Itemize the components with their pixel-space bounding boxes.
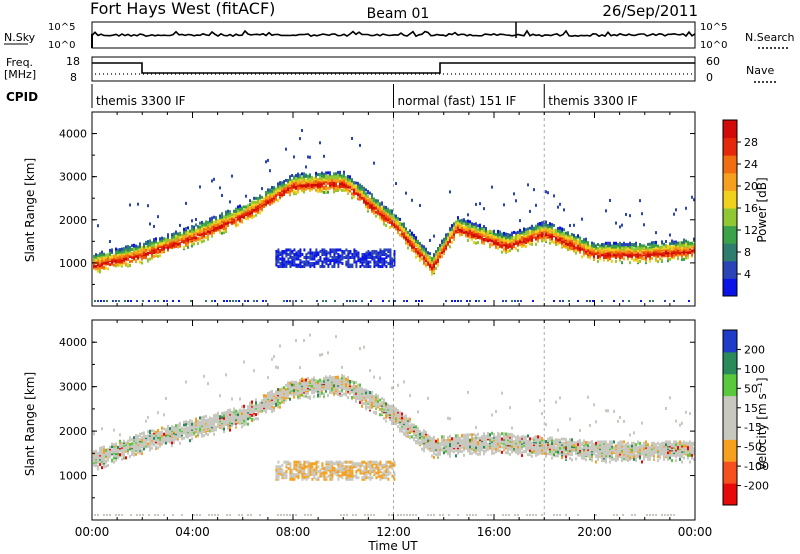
freq-tick-bottom: 8 [70,71,77,84]
nsky-tick-top: 10^5 [48,22,75,33]
colorbar-tick-label: 28 [744,136,758,149]
velocity-ylabel: Slant Range [km] [23,372,37,476]
colorbar-tick-label: 4 [744,268,751,281]
colorbar-tick-label: 8 [744,246,751,259]
colorbar-tick-label: -15 [744,421,762,434]
colorbar-tick-label: 20 [744,180,758,193]
freq-tick-top: 18 [66,55,80,68]
y-tick-label: 3000 [59,381,87,394]
x-tick-label: 08:00 [276,525,311,539]
x-tick-label: 20:00 [577,525,612,539]
cpid-segment: themis 3300 IF [96,94,186,108]
colorbar-swatch [723,373,737,397]
nsearch-tick-top: 10^5 [700,22,727,33]
colorbar-tick-label: 15 [744,402,758,415]
power-colorbar: 4 8 12 16 20 24 28 [722,119,758,297]
cpid-row: CPID themis 3300 IF normal (fast) 151 IF t… [6,84,638,108]
cpid-label: CPID [6,90,38,104]
x-tick-label: 00:00 [678,525,713,539]
y-tick-label: 1000 [59,257,87,270]
colorbar-swatch [723,172,737,191]
noise-trace [91,29,696,38]
nsky-tick-bottom: 10^0 [48,40,75,51]
colorbar-tick-label: -200 [744,480,769,493]
colorbar-swatch [723,225,737,244]
colorbar-swatch [723,155,737,174]
velocity-colorbar: -200 -100 -50 -15 15 50 100 200 [722,329,769,506]
nsearch-label: N.Search [745,31,795,44]
y-tick-label: 2000 [59,425,87,438]
colorbar-swatch [723,461,737,484]
colorbar-tick-label: 16 [744,202,758,215]
velocity-panel: 1000 2000 3000 4000 [59,319,696,521]
colorbar-swatch [723,278,737,297]
colorbar-tick-label: 200 [744,343,765,356]
nsky-label: N.Sky [4,31,36,44]
y-tick-label: 1000 [59,470,87,483]
colorbar-tick-label: -100 [744,460,769,473]
noise-panel: N.Sky 10^5 10^0 10^5 10^0 N.Search [4,21,795,51]
cpid-segment: normal (fast) 151 IF [398,94,517,108]
y-tick-label: 4000 [59,128,87,141]
nave-label: Nave [746,64,774,77]
x-tick-labels: 00:00 04:00 08:00 12:00 16:00 20:00 00:00 [75,525,713,539]
y-tick-label: 4000 [59,336,87,349]
colorbar-swatch [723,351,737,375]
colorbar-swatch [723,330,737,353]
colorbar-swatch [723,137,737,156]
colorbar-swatch [723,439,737,462]
colorbar-swatch [723,260,737,279]
x-tick-label: 12:00 [376,525,411,539]
freq-label-line1: Freq. [6,56,33,69]
colorbar-tick-label: 24 [744,158,758,171]
power-ylabel: Slant Range [km] [23,158,37,262]
x-tick-label: 00:00 [75,525,110,539]
freq-label-line2: [MHz] [4,68,36,81]
frequency-trace [92,62,695,74]
beam-title: Beam 01 [367,6,430,22]
y-tick-label: 3000 [59,171,87,184]
power-echo-cells [93,129,695,302]
velocity-echo-cells [93,333,695,516]
velocity-colorbar-label: Velocity [m s⁻¹] [755,377,769,470]
x-tick-label: 04:00 [175,525,210,539]
colorbar-swatch [723,395,737,418]
colorbar-swatch [723,208,737,227]
colorbar-swatch [723,483,737,506]
y-tick-label: 2000 [59,214,87,227]
cpid-segment: themis 3300 IF [548,94,638,108]
power-colorbar-label: Power [dB] [755,177,769,242]
colorbar-swatch [723,243,737,262]
colorbar-tick-label: 50 [744,382,758,395]
date-title: 26/Sep/2011 [602,2,698,20]
nave-tick-top: 60 [706,55,720,68]
colorbar-swatch [723,417,737,440]
freq-panel: Freq. [MHz] 18 8 60 0 Nave [4,55,778,84]
colorbar-swatch [723,120,737,139]
x-tick-label: 16:00 [477,525,512,539]
colorbar-tick-label: -50 [744,441,762,454]
power-panel: 1000 2000 3000 4000 [59,111,696,307]
station-title: Fort Hays West (fitACF) [90,0,275,18]
colorbar-swatch [723,190,737,209]
colorbar-tick-label: 12 [744,224,758,237]
nave-tick-bottom: 0 [706,71,713,84]
x-axis-label: Time UT [367,539,418,553]
colorbar-tick-label: 100 [744,363,765,376]
nsearch-tick-bottom: 10^0 [700,40,727,51]
